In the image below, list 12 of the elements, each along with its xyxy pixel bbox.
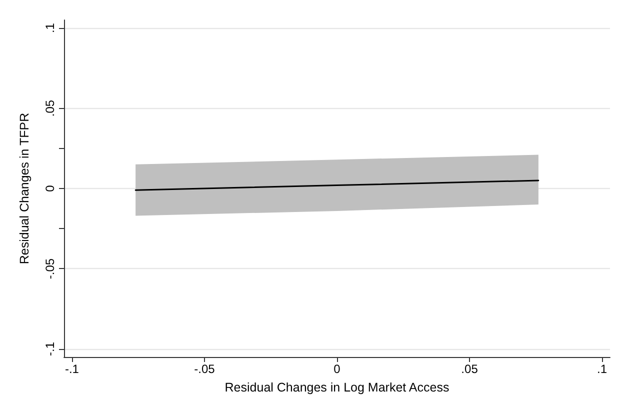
x-tick-label: .05 xyxy=(461,362,478,376)
y-tick-label: -.05 xyxy=(43,258,57,280)
x-tick-label: .1 xyxy=(597,362,608,376)
y-tick-label: -.1 xyxy=(43,342,57,356)
y-tick-label: .1 xyxy=(43,22,57,34)
x-tick-label: 0 xyxy=(334,362,341,376)
x-tick-label: -.05 xyxy=(194,362,216,376)
x-axis-title: Residual Changes in Log Market Access xyxy=(224,380,450,394)
y-tick-label: .05 xyxy=(43,100,57,117)
y-tick-label: 0 xyxy=(43,184,57,192)
y-axis-title: Residual Changes in TFPR xyxy=(18,112,32,264)
x-tick-label: -.1 xyxy=(64,362,80,376)
